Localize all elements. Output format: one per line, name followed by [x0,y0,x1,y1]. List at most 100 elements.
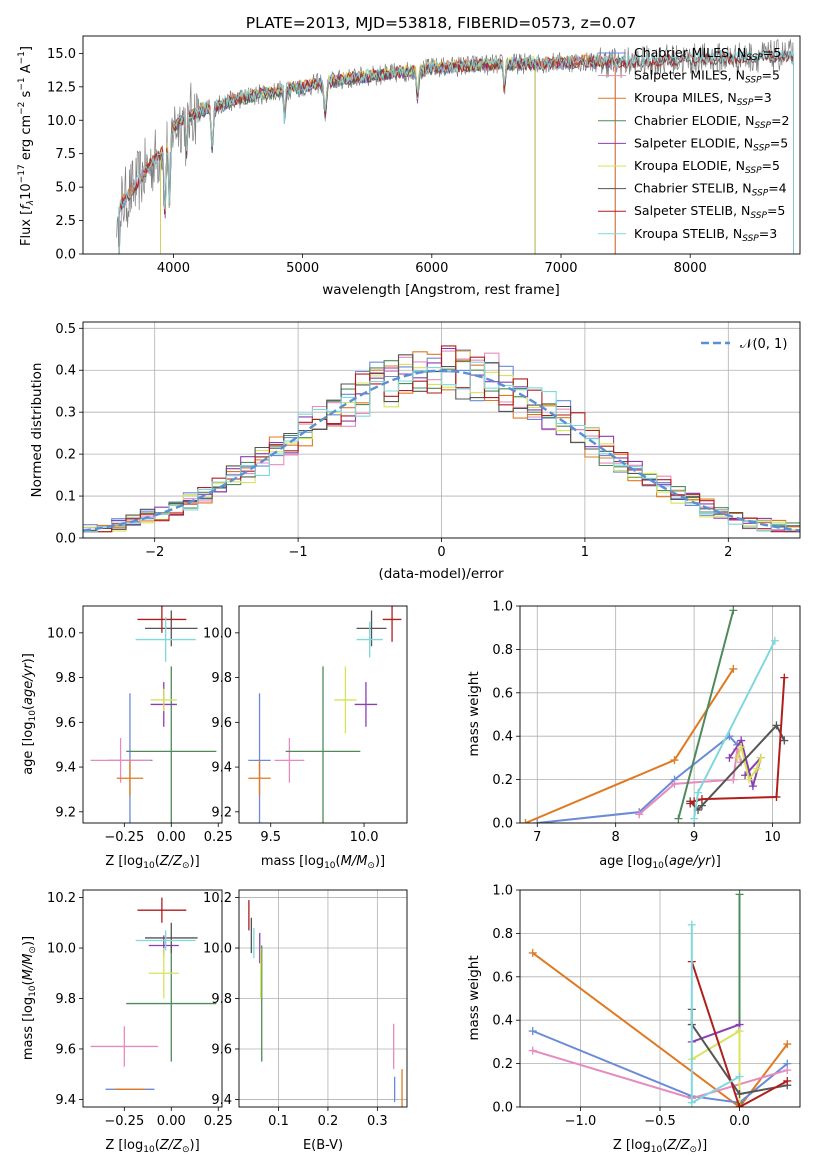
axes-frame [519,889,801,1108]
weight-marker [528,1046,537,1055]
x-tick-label: 0.0 [729,1114,750,1129]
legend-label: Kroupa MILES, NSSP=3 [634,90,772,108]
axes-3: −0.25 0.00 0.25 9.2 9.4 9.6 9.8 10.0 [47,605,233,845]
x-tick-label: 0 [437,545,445,560]
legend-label-tail: =2 [771,113,789,128]
x-axis-label: mass [log10(M/M⊙)] [261,854,385,871]
x-tick-label: 5000 [286,261,319,276]
axes-5: 7 8 9 10 0.0 0.2 0.4 0.6 0.8 1.0 [492,600,801,846]
weight-line [693,640,776,819]
y-tick-label: 10.0 [203,942,232,957]
y-tick-label: 9.8 [211,992,232,1007]
weight-marker [687,1098,696,1107]
y-tick-label: 0.0 [55,248,76,263]
axes-frame [82,889,223,1108]
y-tick-label: 0.4 [55,364,76,379]
weight-line [677,610,735,819]
x-axis-label: age [log10(age/yr)] [599,854,721,871]
x-tick-label: 4000 [157,261,190,276]
x-axis-label: Z [log10(Z/Z⊙)] [105,1138,199,1155]
weight-marker [521,819,530,823]
x-tick-label: 6000 [415,261,448,276]
weight-marker [780,673,789,682]
y-tick-label: 9.8 [211,671,232,686]
weight-marker [783,1066,792,1075]
x-tick-label: 1 [581,545,589,560]
y-tick-label: 7.5 [55,147,76,162]
weight-marker [528,948,537,957]
y-tick-label: 0.8 [492,927,513,942]
y-tick-label: 9.4 [211,1093,232,1108]
y-tick-label: 5.0 [55,181,76,196]
model-spectrum-line [118,49,794,213]
ticks: 9.5 10.0 9.2 9.4 9.6 9.8 10.0 [203,626,378,845]
weight-marker [735,1103,744,1107]
x-axis-label: E(B-V) [303,1138,343,1153]
weight-marker [674,814,683,823]
ticks: −1.0 −0.5 0.0 0.0 0.2 0.4 0.6 0.8 1.0 [492,884,750,1130]
legend-label-main: Chabrier MILES, N [634,45,746,60]
y-tick-label: 9.8 [55,671,76,686]
axes-frame [82,321,801,539]
x-tick-label: −1.0 [565,1114,597,1129]
weight-marker [756,753,765,762]
y-tick-label: 10.2 [47,891,76,906]
ticks: 7 8 9 10 0.0 0.2 0.4 0.6 0.8 1.0 [492,600,781,846]
y-tick-label: 0.0 [492,817,513,832]
y-tick-label: 10.2 [203,891,232,906]
x-tick-label: −0.25 [104,1114,144,1129]
plot-area [239,890,407,1107]
y-tick-label: 0.1 [55,490,76,505]
legend-label-tail: =5 [767,203,785,218]
legend-label-main: Chabrier ELODIE, N [634,113,754,128]
weight-marker [752,764,761,773]
legend-label-main: Salpeter ELODIE, N [634,135,753,150]
legend-label-subscript: SSP [752,189,769,199]
y-axis-label: Normed distribution [29,363,45,498]
x-tick-label: 2 [724,545,732,560]
legend-label: Kroupa STELIB, NSSP=3 [634,226,777,244]
legend-label-subscript: SSP [737,98,754,108]
x-tick-label: 0.3 [367,1114,388,1129]
x-tick-label: 0.00 [157,1114,186,1129]
axes-frame [519,605,801,824]
legend-label: Chabrier MILES, NSSP=5 [634,45,781,63]
legend-label-main: Salpeter MILES, N [634,68,745,83]
x-tick-label: 7 [533,830,541,845]
weight-marker [729,606,738,615]
x-tick-label: 9 [690,830,698,845]
legend-label: Chabrier STELIB, NSSP=4 [634,181,787,199]
legend-label-main: Kroupa STELIB, N [634,226,742,241]
plot-area [520,890,800,1107]
weight-marker [670,756,679,765]
weight-marker [780,736,789,745]
plot-area [90,606,217,823]
x-tick-label: −0.25 [104,830,144,845]
y-tick-label: 9.4 [55,1093,76,1108]
legend-label-tail: =5 [762,68,780,83]
ticks: −0.25 0.00 0.25 9.4 9.6 9.8 10.0 10.2 [47,891,233,1129]
x-tick-label: 8 [612,830,620,845]
y-tick-label: 15.0 [47,47,76,62]
x-tick-label: 0.2 [318,1114,339,1129]
legend-label-main: Kroupa ELODIE, N [634,158,745,173]
plot-area [83,322,800,538]
x-tick-label: 0.1 [268,1114,289,1129]
axes-frame [82,605,223,824]
weight-marker [770,636,779,645]
weight-marker [528,1027,537,1036]
y-tick-label: 10.0 [47,942,76,957]
x-axis-label: Z [log10(Z/Z⊙)] [613,1138,707,1155]
legend-label-subscript: SSP [754,121,771,131]
weight-marker [687,920,696,929]
y-tick-label: 0.0 [55,532,76,547]
y-tick-label: 9.8 [55,992,76,1007]
y-tick-label: 9.6 [211,1042,232,1057]
axes-frame [238,605,408,824]
legend-label-subscript: SSP [742,234,759,244]
weight-marker [697,795,706,804]
y-tick-label: 0.3 [55,406,76,421]
legend-label: Salpeter STELIB, NSSP=5 [634,203,785,221]
